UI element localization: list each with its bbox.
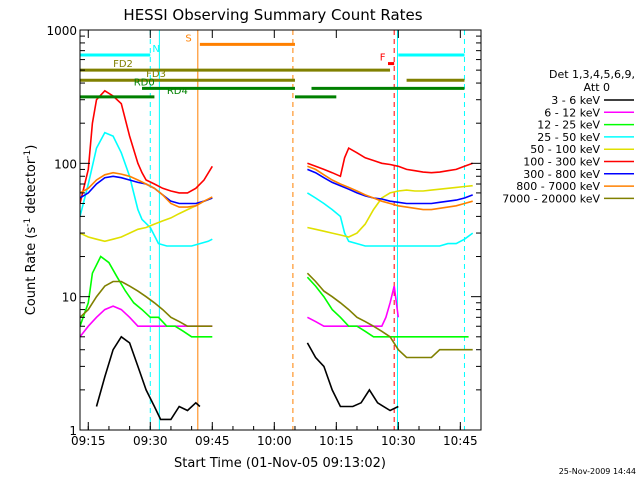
legend-label: 12 - 25 keV (537, 119, 600, 132)
state-bar-label: S (185, 33, 191, 44)
series-line (306, 276, 469, 338)
series-line (80, 197, 213, 243)
legend-label: 800 - 7000 keV (516, 180, 600, 193)
series-line (307, 184, 473, 238)
series-line (306, 342, 399, 412)
chart-title: HESSI Observing Summary Count Rates (123, 6, 422, 24)
state-bar-label: FD3 (146, 69, 166, 80)
y-axis-label-mid: detector (24, 158, 39, 218)
x-tick-label: 09:30 (133, 434, 168, 448)
y-axis-label-sup2: -1 (23, 150, 33, 159)
series-line (95, 335, 201, 421)
y-axis-label-sup1: -1 (23, 218, 33, 227)
series-line (80, 255, 213, 338)
series-line (307, 146, 473, 178)
y-axis-label: Count Rate (s-1 detector-1) (23, 145, 39, 316)
series-line (307, 285, 400, 328)
state-bar-label: F (380, 53, 386, 64)
y-tick-label: 100 (54, 157, 77, 171)
legend-label: 50 - 100 keV (530, 143, 600, 156)
y-axis-label-main: Count Rate (s (24, 227, 39, 316)
series-line (306, 192, 474, 247)
x-tick-label: 10:30 (381, 434, 416, 448)
series-line (307, 165, 473, 211)
state-bar-label: FD2 (113, 59, 133, 70)
x-tick-label: 09:45 (195, 434, 230, 448)
y-tick-label: 1000 (46, 24, 77, 38)
legend-label: 6 - 12 keV (544, 106, 600, 119)
legend-label: 25 - 50 keV (537, 131, 600, 144)
footer-timestamp: 25-Nov-2009 14:44 (559, 467, 636, 476)
y-axis-label-end: ) (24, 145, 39, 150)
x-tick-label: 10:00 (257, 434, 292, 448)
state-bar-label: RD0 (134, 77, 155, 88)
state-bar-label: N (152, 44, 159, 55)
series-line (80, 171, 213, 208)
legend-title-line1: Det 1,3,4,5,6,9, (549, 68, 635, 81)
series-line (80, 89, 213, 204)
series-line (306, 272, 473, 359)
legend-label: 300 - 800 keV (523, 168, 600, 181)
series-line (80, 280, 213, 328)
legend-label: 7000 - 20000 keV (502, 192, 600, 205)
series-line (80, 131, 213, 247)
x-axis-label: Start Time (01-Nov-05 09:13:02) (174, 456, 386, 471)
legend-title-line2: Att 0 (584, 81, 610, 94)
x-tick-label: 10:45 (443, 434, 478, 448)
legend-label: 100 - 300 keV (523, 156, 600, 169)
series-line (307, 168, 473, 205)
y-tick-label: 1 (69, 424, 77, 438)
y-tick-label: 10 (62, 291, 77, 305)
x-tick-label: 10:15 (319, 434, 354, 448)
legend-label: 3 - 6 keV (551, 94, 600, 107)
state-bar-label: RD4 (167, 86, 188, 97)
plot-frame (79, 29, 482, 431)
x-tick-label: 09:15 (71, 434, 106, 448)
